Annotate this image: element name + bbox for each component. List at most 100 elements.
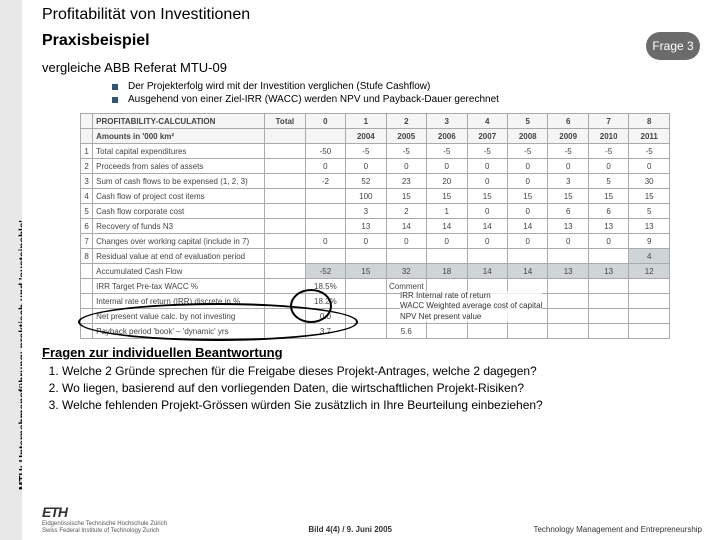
table-label-cell bbox=[81, 264, 93, 279]
table-value-cell: 13 bbox=[548, 219, 588, 234]
table-value-cell bbox=[305, 249, 345, 264]
table-value-cell: 2005 bbox=[386, 129, 426, 144]
table-value-cell bbox=[265, 189, 305, 204]
table-value-cell: 0 bbox=[629, 159, 670, 174]
table-value-cell: -2 bbox=[305, 174, 345, 189]
table-value-cell bbox=[629, 294, 670, 309]
questions-title: Fragen zur individuellen Beantwortung bbox=[42, 345, 700, 360]
table-row: Accumulated Cash Flow-521532181414131312 bbox=[81, 264, 670, 279]
table-value-cell bbox=[305, 204, 345, 219]
footer-center: Bild 4(4) / 9. Juni 2005 bbox=[308, 525, 392, 534]
table-value-cell: 2006 bbox=[427, 129, 467, 144]
slide-content: Profitabilität von Investitionen Praxisb… bbox=[22, 0, 720, 540]
table-label-cell: 2 bbox=[81, 159, 93, 174]
table-value-cell bbox=[305, 219, 345, 234]
bullet-text: Ausgehend von einer Ziel-IRR (WACC) werd… bbox=[128, 94, 499, 105]
questions-section: Fragen zur individuellen Beantwortung We… bbox=[22, 339, 720, 417]
questions-list: Welche 2 Gründe sprechen für die Freigab… bbox=[42, 364, 700, 412]
table-row: 3Sum of cash flows to be expensed (1, 2,… bbox=[81, 174, 670, 189]
table-value-cell: 4 bbox=[629, 249, 670, 264]
slide-title: Profitabilität von Investitionen bbox=[22, 0, 720, 28]
table-label-cell: 3 bbox=[81, 174, 93, 189]
table-label-cell bbox=[81, 309, 93, 324]
table-value-cell: 15 bbox=[346, 264, 386, 279]
table-value-cell: 6 bbox=[548, 204, 588, 219]
table-value-cell: 2009 bbox=[548, 129, 588, 144]
table-value-cell: 15 bbox=[588, 189, 628, 204]
eth-logo: ETH bbox=[42, 504, 167, 520]
table-value-cell bbox=[548, 324, 588, 339]
table-value-cell bbox=[548, 294, 588, 309]
table-value-cell bbox=[265, 264, 305, 279]
table-label-cell: 6 bbox=[81, 219, 93, 234]
table-label-cell: Cash flow corporate cost bbox=[93, 204, 265, 219]
table-value-cell: 14 bbox=[507, 264, 547, 279]
table-label-cell: IRR Target Pre-tax WACC % bbox=[93, 279, 265, 294]
table-value-cell: 13 bbox=[588, 219, 628, 234]
table-value-cell: 0 bbox=[507, 204, 547, 219]
bullet-square-icon bbox=[112, 84, 118, 90]
table-label-cell: 7 bbox=[81, 234, 93, 249]
table-label-cell: Cash flow of project cost items bbox=[93, 189, 265, 204]
table-label-cell: Proceeds from sales of assets bbox=[93, 159, 265, 174]
table-value-cell bbox=[346, 309, 386, 324]
table-value-cell: 9 bbox=[629, 234, 670, 249]
table-value-cell: 0 bbox=[467, 159, 507, 174]
table-label-cell: 8 bbox=[81, 249, 93, 264]
subtitle-reference: vergleiche ABB Referat MTU-09 bbox=[22, 60, 720, 79]
table-value-cell bbox=[265, 279, 305, 294]
table-value-cell: 8 bbox=[629, 114, 670, 129]
table-value-cell: -52 bbox=[305, 264, 345, 279]
legend-box: IRR Internal rate of returnWACC Weighted… bbox=[400, 291, 542, 322]
table-value-cell: 0 bbox=[305, 114, 345, 129]
footer: ETH Eidgenössische Technische Hochschule… bbox=[22, 504, 720, 534]
legend-line: NPV Net present value bbox=[400, 312, 542, 322]
table-label-cell bbox=[81, 129, 93, 144]
table-value-cell bbox=[467, 324, 507, 339]
question-item: Welche fehlenden Projekt-Grössen würden … bbox=[62, 398, 700, 412]
table-value-cell: 5.6 bbox=[386, 324, 426, 339]
table-value-cell: 13 bbox=[548, 264, 588, 279]
table-value-cell: 0 bbox=[427, 159, 467, 174]
table-value-cell bbox=[305, 129, 345, 144]
table-value-cell: 0 bbox=[386, 159, 426, 174]
table-value-cell: 13 bbox=[629, 219, 670, 234]
table-value-cell: 0 bbox=[588, 159, 628, 174]
table-label-cell: Residual value at end of evaluation peri… bbox=[93, 249, 265, 264]
table-value-cell: 0.0 bbox=[305, 309, 345, 324]
table-label-cell bbox=[81, 324, 93, 339]
table-row: 4Cash flow of project cost items10015151… bbox=[81, 189, 670, 204]
table-value-cell: 15 bbox=[548, 189, 588, 204]
table-value-cell: 3 bbox=[346, 204, 386, 219]
table-value-cell: 7 bbox=[588, 114, 628, 129]
table-value-cell: 2004 bbox=[346, 129, 386, 144]
table-value-cell bbox=[265, 249, 305, 264]
table-value-cell: 14 bbox=[467, 219, 507, 234]
table-value-cell: 18.2% bbox=[305, 294, 345, 309]
table-value-cell: 15 bbox=[386, 189, 426, 204]
table-value-cell: -5 bbox=[427, 144, 467, 159]
table-value-cell: -5 bbox=[588, 144, 628, 159]
table-value-cell bbox=[346, 279, 386, 294]
table-value-cell bbox=[548, 279, 588, 294]
table-value-cell: 15 bbox=[427, 189, 467, 204]
table-value-cell bbox=[346, 294, 386, 309]
bullet-list: Der Projekterfolg wird mit der Investiti… bbox=[22, 79, 720, 111]
table-label-cell: Total capital expenditures bbox=[93, 144, 265, 159]
table-value-cell: 0 bbox=[305, 234, 345, 249]
table-label-cell bbox=[81, 294, 93, 309]
table-value-cell bbox=[265, 309, 305, 324]
table-value-cell: 15 bbox=[467, 189, 507, 204]
table-row: 2Proceeds from sales of assets000000000 bbox=[81, 159, 670, 174]
table-value-cell: 1 bbox=[427, 204, 467, 219]
table-value-cell: 3 bbox=[548, 174, 588, 189]
table-value-cell bbox=[629, 309, 670, 324]
table-value-cell: 23 bbox=[386, 174, 426, 189]
table-value-cell: 0 bbox=[467, 234, 507, 249]
table-value-cell bbox=[305, 189, 345, 204]
table-row: Internal rate of return (IRR) discrete i… bbox=[81, 294, 670, 309]
question-item: Wo liegen, basierend auf den vorliegende… bbox=[62, 381, 700, 395]
table-value-cell: 0 bbox=[467, 204, 507, 219]
table-value-cell: 5 bbox=[507, 114, 547, 129]
table-row: 8Residual value at end of evaluation per… bbox=[81, 249, 670, 264]
